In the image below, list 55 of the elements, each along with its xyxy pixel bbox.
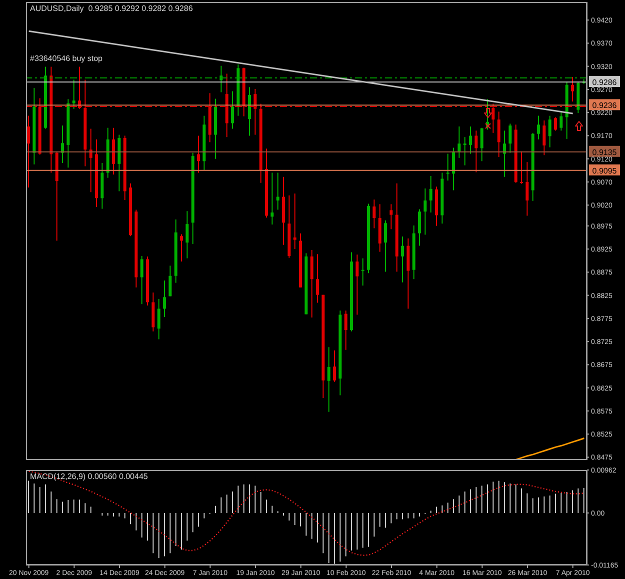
- candlestick: [270, 172, 274, 226]
- candlestick: [554, 116, 557, 132]
- candlestick: [186, 210, 189, 259]
- candlestick: [469, 126, 472, 154]
- candlestick: [424, 188, 427, 236]
- candlestick: [474, 130, 478, 173]
- candlestick: [361, 258, 364, 286]
- ref-line-label: 0.9286: [592, 78, 618, 88]
- candlestick: [452, 147, 455, 191]
- ref-line-label: 0.9095: [592, 166, 618, 176]
- candlestick: [163, 280, 166, 318]
- candlestick: [89, 128, 92, 193]
- chart-title: AUDUSD,Daily 0.9285 0.9292 0.9282 0.9286: [30, 4, 193, 13]
- candlestick: [310, 249, 314, 318]
- candlestick: [458, 126, 461, 158]
- ref-line-label: 0.9236: [592, 101, 618, 110]
- candlestick: [344, 310, 348, 350]
- candlestick: [372, 199, 376, 229]
- candlestick: [140, 255, 144, 305]
- candlestick: [72, 79, 76, 110]
- candlestick: [508, 123, 512, 154]
- annotation: #33640546 buy stop: [30, 54, 103, 63]
- candlestick: [463, 136, 466, 166]
- candlestick: [560, 112, 563, 132]
- candlestick: [316, 254, 319, 304]
- candlestick: [157, 298, 160, 340]
- candlestick: [197, 135, 200, 174]
- candlestick: [548, 115, 552, 148]
- candlestick: [333, 350, 336, 382]
- candlestick: [526, 162, 529, 216]
- candlestick: [276, 172, 280, 210]
- ref-line-label: 0.9135: [592, 148, 618, 157]
- candlestick: [542, 120, 546, 156]
- candlestick: [384, 220, 387, 272]
- candlestick: [429, 175, 432, 213]
- candlestick: [520, 150, 523, 184]
- candlestick: [168, 265, 172, 297]
- candlestick: [401, 236, 404, 283]
- candlestick: [492, 103, 495, 134]
- candlestick: [480, 127, 484, 162]
- candlestick: [293, 193, 296, 250]
- candlestick: [571, 76, 574, 102]
- candlestick: [497, 111, 500, 158]
- candlestick: [418, 208, 421, 246]
- line-series: [515, 438, 585, 460]
- candlestick: [537, 115, 540, 140]
- candlestick: [180, 234, 183, 262]
- candlestick: [390, 204, 393, 230]
- candlestick: [356, 254, 359, 316]
- candlestick: [231, 90, 234, 130]
- candlestick: [446, 153, 450, 182]
- candlestick: [61, 125, 64, 164]
- line-series: [28, 470, 585, 556]
- candlestick: [327, 346, 330, 412]
- candlestick: [27, 115, 30, 188]
